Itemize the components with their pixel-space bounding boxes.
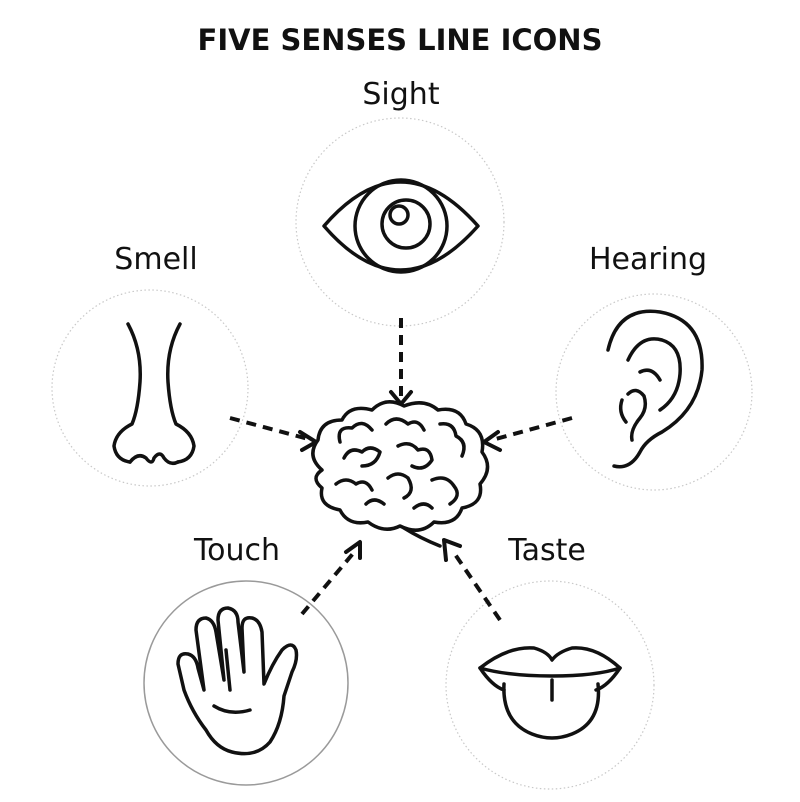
sight-label: Sight: [362, 77, 439, 112]
eye-icon: [322, 178, 480, 274]
hearing-label: Hearing: [589, 242, 707, 277]
arrow-hearing-to-brain: [482, 416, 573, 452]
touch-label: Touch: [193, 533, 280, 568]
taste-label: Taste: [507, 533, 586, 568]
sight-ring: [295, 117, 505, 327]
brain-icon: [311, 400, 490, 548]
diagram-title: FIVE SENSES LINE ICONS: [198, 23, 603, 57]
ear-icon: [606, 309, 704, 469]
arrow-sight-to-brain: [389, 318, 413, 406]
arrow-taste-to-brain: [442, 538, 502, 622]
taste-ring: [445, 580, 655, 790]
hand-icon: [176, 606, 299, 756]
mouth-tongue-icon: [478, 646, 622, 740]
arrow-touch-to-brain: [300, 540, 362, 616]
touch-ring: [143, 580, 349, 786]
arrow-smell-to-brain: [229, 416, 318, 452]
smell-ring: [51, 289, 249, 487]
nose-icon: [112, 322, 196, 466]
hearing-ring: [555, 293, 753, 491]
smell-label: Smell: [114, 242, 197, 277]
